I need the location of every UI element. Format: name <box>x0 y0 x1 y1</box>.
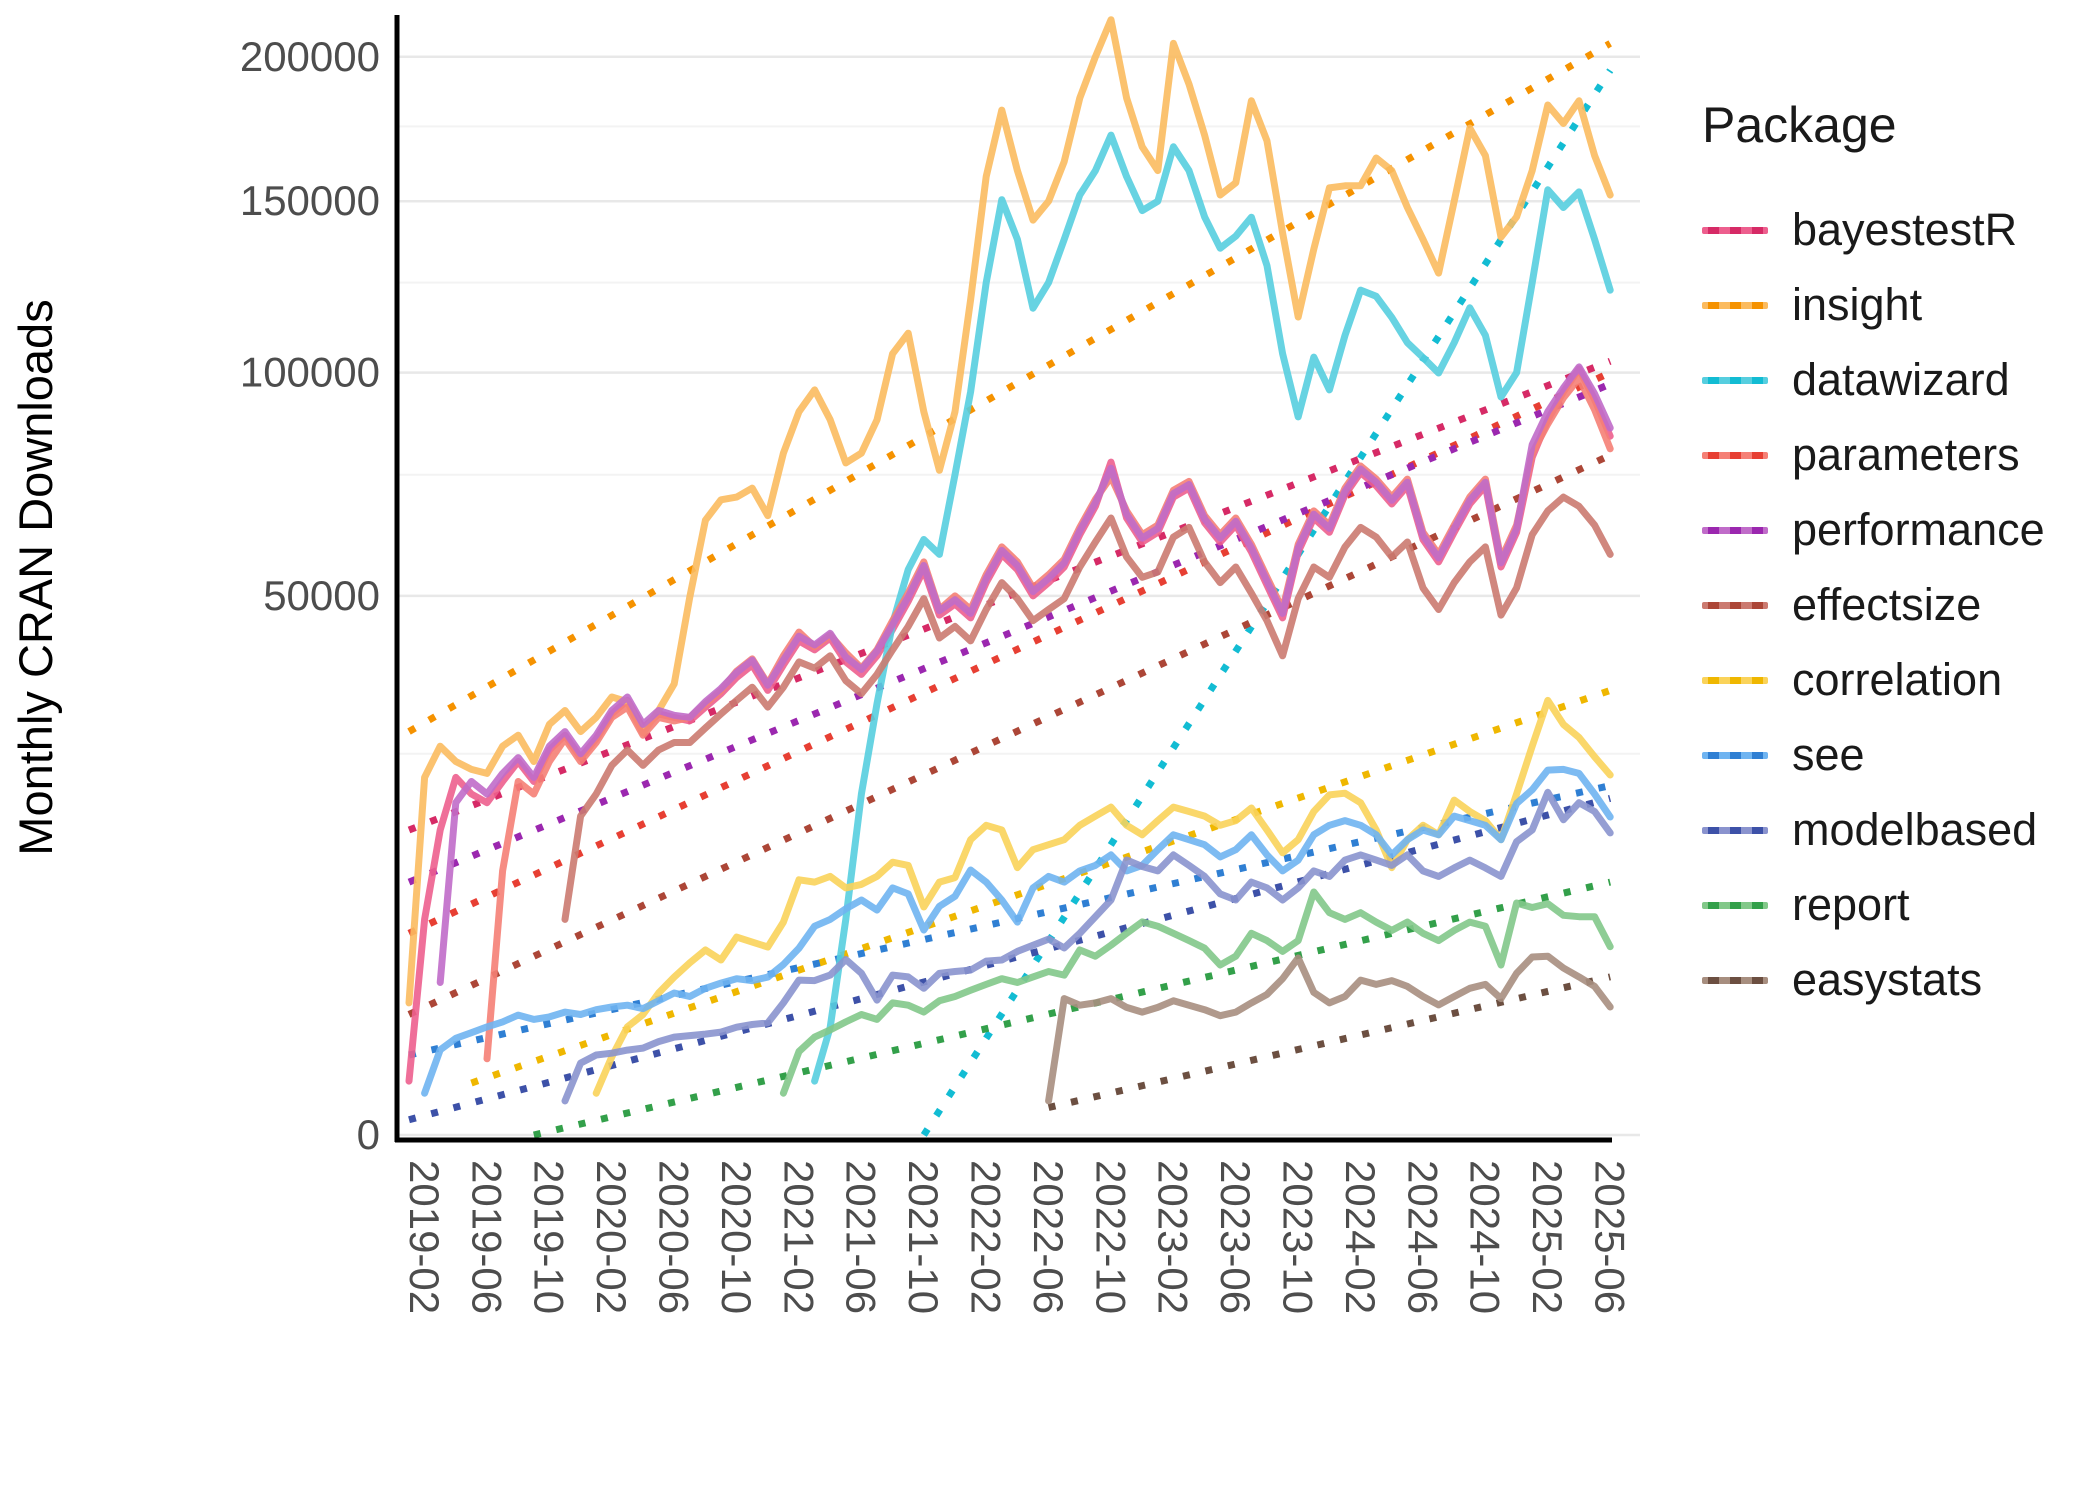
x-tick-label: 2020-02 <box>588 1160 635 1314</box>
legend-key-line-icon <box>1702 819 1768 841</box>
legend-item-correlation: correlation <box>1702 642 2092 717</box>
legend-item-label: modelbased <box>1792 803 2038 855</box>
series-line-insight <box>405 16 1614 1007</box>
legend-key-line-icon <box>1702 594 1768 616</box>
x-tick-label: 2019-06 <box>463 1160 510 1314</box>
legend-item-label: insight <box>1792 278 1923 330</box>
trend-line-report <box>532 878 1612 1139</box>
x-tick-label: 2022-10 <box>1087 1160 1134 1314</box>
trend-line-performance <box>407 380 1612 886</box>
legend-item-parameters: parameters <box>1702 417 2092 492</box>
legend-key-line-icon <box>1702 969 1768 991</box>
x-tick-label: 2025-06 <box>1587 1160 1634 1314</box>
legend-key-line-icon <box>1702 444 1768 466</box>
legend-item-label: report <box>1792 878 1910 930</box>
legend-item-modelbased: modelbased <box>1702 792 2092 867</box>
series-line-easystats <box>1045 952 1614 1105</box>
trend-line-correlation <box>470 687 1612 1087</box>
legend-item-report: report <box>1702 867 2092 942</box>
legend-item-see: see <box>1702 717 2092 792</box>
legend-title: Package <box>1702 97 1897 153</box>
legend-key-line-icon <box>1702 219 1768 241</box>
legend-item-insight: insight <box>1702 267 2092 342</box>
legend-item-label: performance <box>1792 503 2045 555</box>
legend-item-performance: performance <box>1702 492 2092 567</box>
series-line-report <box>779 888 1614 1097</box>
trend-line-insight <box>407 40 1612 735</box>
series-line-effectsize <box>561 493 1614 923</box>
y-tick-label: 150000 <box>240 177 380 224</box>
legend-item-effectsize: effectsize <box>1702 567 2092 642</box>
series-line-datawizard <box>811 131 1614 1085</box>
x-tick-label: 2023-02 <box>1150 1160 1197 1314</box>
legend-item-label: easystats <box>1792 953 1983 1005</box>
y-tick-label: 50000 <box>263 572 380 619</box>
x-tick-label: 2021-02 <box>775 1160 822 1314</box>
legend-item-label: see <box>1792 728 1865 780</box>
legend-item-label: bayestestR <box>1792 203 2018 255</box>
legend-key-line-icon <box>1702 744 1768 766</box>
x-tick-label: 2021-06 <box>838 1160 885 1314</box>
y-tick-label: 0 <box>357 1111 380 1158</box>
legend-item-label: datawizard <box>1792 353 2010 405</box>
legend-item-easystats: easystats <box>1702 942 2092 1017</box>
legend: Package bayestestR insight datawizard param… <box>1702 96 2092 1017</box>
x-tick-label: 2023-06 <box>1212 1160 1259 1314</box>
series-line-see <box>421 765 1614 1097</box>
y-tick-label: 100000 <box>240 349 380 396</box>
trend-line-easystats <box>1047 973 1611 1111</box>
y-tick-label: 200000 <box>240 33 380 80</box>
legend-key-line-icon <box>1702 519 1768 541</box>
x-tick-label: 2022-06 <box>1025 1160 1072 1314</box>
x-tick-label: 2024-02 <box>1337 1160 1384 1314</box>
legend-item-datawizard: datawizard <box>1702 342 2092 417</box>
legend-item-bayestestR: bayestestR <box>1702 192 2092 267</box>
x-tick-label: 2021-10 <box>900 1160 947 1314</box>
legend-key-line-icon <box>1702 669 1768 691</box>
legend-key-line-icon <box>1702 294 1768 316</box>
x-tick-label: 2024-06 <box>1399 1160 1446 1314</box>
series-line-performance <box>436 363 1614 986</box>
series-line-modelbased <box>561 788 1614 1105</box>
x-tick-label: 2019-02 <box>401 1160 448 1314</box>
legend-key-line-icon <box>1702 894 1768 916</box>
x-tick-label: 2020-10 <box>713 1160 760 1314</box>
x-tick-label: 2022-02 <box>963 1160 1010 1314</box>
x-tick-label: 2019-10 <box>526 1160 573 1314</box>
y-axis-title: Monthly CRAN Downloads <box>9 299 62 855</box>
legend-item-label: correlation <box>1792 653 2003 705</box>
legend-items: bayestestR insight datawizard parameters per… <box>1702 192 2092 1017</box>
x-tick-label: 2025-02 <box>1524 1160 1571 1314</box>
legend-key-line-icon <box>1702 369 1768 391</box>
legend-item-label: parameters <box>1792 428 2020 480</box>
x-tick-label: 2023-10 <box>1275 1160 1322 1314</box>
x-tick-label: 2024-10 <box>1462 1160 1509 1314</box>
trend-line-datawizard <box>920 68 1614 1137</box>
x-tick-label: 2020-06 <box>651 1160 698 1314</box>
trend-line-bayestestR <box>407 357 1612 834</box>
legend-item-label: effectsize <box>1792 578 1982 630</box>
